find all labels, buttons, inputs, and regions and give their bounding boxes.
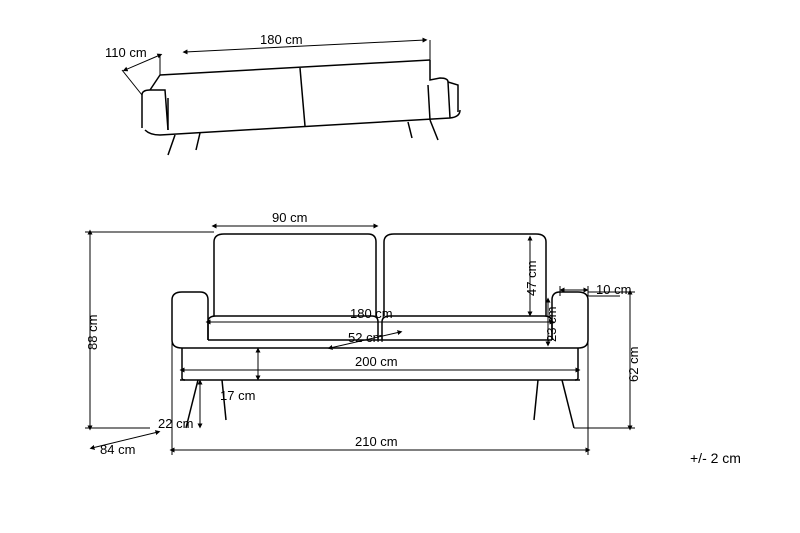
- dim-back-height: 47 cm: [524, 261, 539, 296]
- dim-inner-width-bed: 180 cm: [260, 32, 303, 47]
- dim-body-width: 200 cm: [355, 354, 398, 369]
- tolerance-note: +/- 2 cm: [690, 450, 741, 466]
- dim-total-width: 210 cm: [355, 434, 398, 449]
- dim-armrest-height: 62 cm: [626, 347, 641, 382]
- top-view-sofa-bed: [142, 60, 460, 155]
- dimension-drawing: 110 cm 180 cm 88 cm 84 cm 22 cm 17 cm 90…: [0, 0, 800, 533]
- dim-depth-open: 110 cm: [105, 45, 147, 60]
- dim-leg-height: 22 cm: [158, 416, 193, 431]
- dim-seat-gap: 17 cm: [220, 388, 255, 403]
- dim-half-back: 90 cm: [272, 210, 307, 225]
- dim-depth: 84 cm: [100, 442, 135, 457]
- dim-armrest-width: 10 cm: [596, 282, 631, 297]
- dim-seat-cushion-height: 23 cm: [544, 307, 559, 342]
- dim-seat-inner-width: 180 cm: [350, 306, 393, 321]
- dim-total-height: 88 cm: [85, 315, 100, 350]
- dim-seat-depth: 52 cm: [348, 330, 383, 345]
